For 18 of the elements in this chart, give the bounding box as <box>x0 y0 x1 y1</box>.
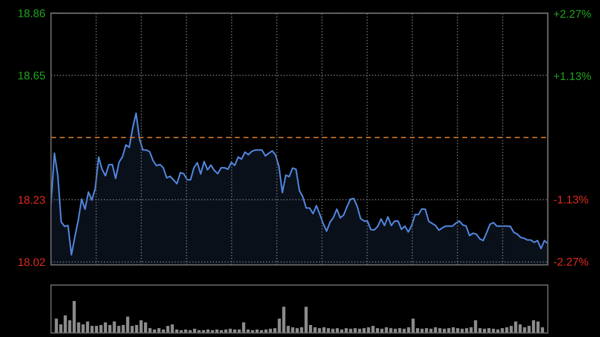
y-tick-label: 18.86 <box>18 9 45 18</box>
bar <box>532 320 536 333</box>
y-tick-label: 18.65 <box>18 72 45 80</box>
y-tick-label: 18.23 <box>18 196 45 204</box>
bar <box>318 328 322 333</box>
bar <box>366 327 370 333</box>
bar <box>144 322 148 333</box>
bar <box>376 328 380 333</box>
y-tick-label: 18.02 <box>18 258 45 266</box>
y2-tick-label: -1.13% <box>554 196 588 204</box>
bar <box>536 321 540 333</box>
bar <box>99 324 103 333</box>
bar <box>424 328 428 333</box>
y2-tick-label: +2.27% <box>554 10 591 18</box>
y2-tick-label: +1.13% <box>554 72 591 80</box>
bar <box>474 320 478 333</box>
y2-tick-label: -2.27% <box>554 258 588 266</box>
bar <box>313 327 317 333</box>
